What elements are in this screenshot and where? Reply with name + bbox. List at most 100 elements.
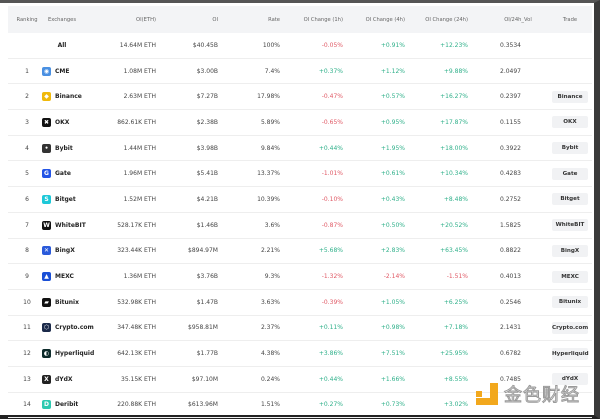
exchange-cell[interactable]: ⬡ Crypto.com <box>42 316 94 341</box>
exchange-cell[interactable]: ◉ CME <box>42 59 69 84</box>
change-24h: +17.87% <box>440 118 468 126</box>
deribit-icon: D <box>42 400 51 410</box>
rate: 5.89% <box>260 118 280 126</box>
exchange-cell[interactable]: S Bitget <box>42 187 76 212</box>
header-oi-vol[interactable]: OI/24h_Vol <box>504 16 532 23</box>
change-24h: +7.18% <box>443 324 468 332</box>
trade-button[interactable]: OKX <box>552 116 588 129</box>
trade-button[interactable]: Bybit <box>552 142 588 155</box>
dydx-icon: X <box>42 374 51 384</box>
change-1h: -1.32% <box>321 273 343 281</box>
exchange-name: All <box>57 41 67 49</box>
trade-cell: WhiteBIT <box>552 213 588 238</box>
change-24h: +25.95% <box>440 350 468 358</box>
header-rate[interactable]: Rate <box>268 16 280 23</box>
rank: 9 <box>25 273 29 281</box>
oi: $7.27B <box>196 93 218 101</box>
header-change-24h[interactable]: OI Change (24h) <box>425 16 468 23</box>
table-row: 12 ◐ Hyperliquid 642.13K ETH $1.77B 4.38%… <box>8 341 592 367</box>
rank: 13 <box>23 375 31 383</box>
trade-button[interactable]: Gate <box>552 167 588 180</box>
exchange-name: CME <box>55 67 70 75</box>
exchange-cell[interactable]: ▰ Bitunix <box>42 290 79 315</box>
exchange-cell[interactable]: W WhiteBIT <box>42 213 86 238</box>
change-24h: +3.02% <box>443 401 468 409</box>
trade-button[interactable]: Bitget <box>552 193 588 206</box>
rank: 11 <box>23 324 31 332</box>
oi-vol: 0.4283 <box>500 170 521 178</box>
oi-eth: 862.61K ETH <box>117 118 156 126</box>
trade-cell: Binance <box>552 84 588 109</box>
bitget-icon: S <box>42 194 51 204</box>
watermark-logo: 金色财经 <box>476 381 580 407</box>
trade-button[interactable]: Binance <box>552 90 588 103</box>
oi: $1.77B <box>196 350 218 358</box>
trade-cell: OKX <box>552 110 588 135</box>
change-1h: +3.86% <box>318 350 343 358</box>
exchange-cell[interactable]: ✕ BingX <box>42 239 75 264</box>
header-oi[interactable]: OI <box>212 16 218 23</box>
trade-button[interactable]: Crypto.com <box>552 321 588 334</box>
exchange-name: Deribit <box>55 401 79 409</box>
exchange-name: MEXC <box>55 273 74 281</box>
change-4h: +1.05% <box>380 298 405 306</box>
change-4h: +0.57% <box>380 93 405 101</box>
change-4h: +0.98% <box>380 324 405 332</box>
header-change-4h[interactable]: OI Change (4h) <box>365 16 405 23</box>
header-ranking[interactable]: Ranking <box>16 16 38 23</box>
rank: 3 <box>25 118 29 126</box>
open-interest-table: Ranking Exchanges OI(ETH) OI Rate OI Cha… <box>8 6 592 419</box>
exchange-cell[interactable]: ▲ MEXC <box>42 264 74 289</box>
table-row: 10 ▰ Bitunix 532.98K ETH $1.47B 3.63% -0.… <box>8 290 592 316</box>
header-change-1h[interactable]: OI Change (1h) <box>303 16 343 23</box>
change-4h: -2.14% <box>383 273 405 281</box>
trade-cell: Bybit <box>552 136 588 161</box>
change-4h: +7.51% <box>380 350 405 358</box>
exchange-cell[interactable]: • Bybit <box>42 136 73 161</box>
oi-eth: 532.98K ETH <box>117 298 156 306</box>
trade-button[interactable]: WhiteBIT <box>552 219 588 232</box>
oi-eth: 1.96M ETH <box>123 170 156 178</box>
change-4h: +1.12% <box>380 67 405 75</box>
rate: 100% <box>262 41 280 49</box>
change-1h: -0.65% <box>321 118 343 126</box>
rate: 10.39% <box>257 195 280 203</box>
exchange-name: Bybit <box>55 144 73 152</box>
exchange-name: BingX <box>55 247 75 255</box>
rank: 1 <box>25 67 29 75</box>
trade-button[interactable]: Bitunix <box>552 296 588 309</box>
trade-button[interactable]: MEXC <box>552 270 588 283</box>
change-24h: +9.88% <box>443 67 468 75</box>
oi: $5.41B <box>196 170 218 178</box>
trade-button[interactable]: Hyperliquid <box>552 347 589 360</box>
trade-button[interactable]: BingX <box>552 244 588 257</box>
exchange-cell[interactable]: ✖ OKX <box>42 110 69 135</box>
change-4h: +0.61% <box>380 170 405 178</box>
rate: 7.4% <box>264 67 280 75</box>
rate: 9.84% <box>260 144 280 152</box>
change-1h: -0.87% <box>321 221 343 229</box>
exchange-name: Gate <box>55 170 71 178</box>
exchange-cell[interactable]: ◆ Binance <box>42 84 82 109</box>
oi: $3.98B <box>196 144 218 152</box>
header-exchanges[interactable]: Exchanges <box>48 16 77 23</box>
rate: 4.38% <box>260 350 280 358</box>
oi: $3.76B <box>196 273 218 281</box>
change-1h: +0.11% <box>318 324 343 332</box>
trade-cell: Hyperliquid <box>552 341 589 366</box>
oi: $2.38B <box>196 118 218 126</box>
exchange-cell[interactable]: G Gate <box>42 161 71 186</box>
exchange-cell[interactable]: ◐ Hyperliquid <box>42 341 94 366</box>
exchange-cell[interactable]: D Deribit <box>42 393 78 418</box>
header-oi-eth[interactable]: OI(ETH) <box>135 16 156 23</box>
watermark-text: 金色财经 <box>504 385 580 407</box>
oi-vol: 0.3922 <box>500 144 521 152</box>
oi: $3.00B <box>196 67 218 75</box>
trade-button[interactable]: dYdX <box>552 373 588 386</box>
exchange-name: OKX <box>55 118 70 126</box>
change-24h: +12.23% <box>440 41 468 49</box>
change-24h: +10.34% <box>440 170 468 178</box>
oi-eth: 1.52M ETH <box>123 195 156 203</box>
